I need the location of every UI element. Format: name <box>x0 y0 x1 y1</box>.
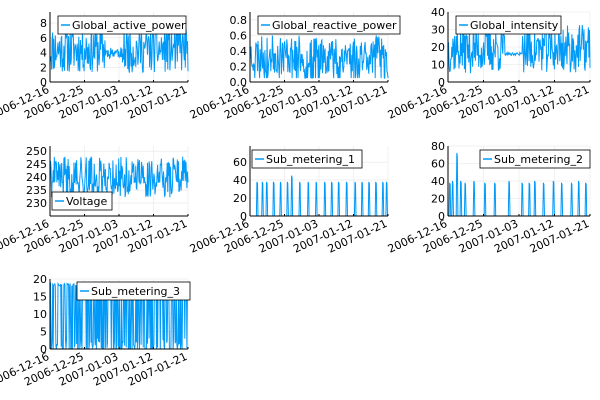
y-tick-label: 40 <box>431 175 445 188</box>
y-tick-label: 60 <box>431 158 445 171</box>
legend: Sub_metering_2 <box>479 149 591 169</box>
y-tick-label: 0 <box>438 76 445 89</box>
legend-box <box>251 149 363 169</box>
legend-label: Global_active_power <box>72 19 186 32</box>
legend: Global_active_power <box>57 15 187 35</box>
subplot-2: 0.00.20.40.60.82006-12-162006-12-252007-… <box>188 12 401 122</box>
series-line <box>249 35 389 79</box>
y-tick-label: 250 <box>26 145 47 158</box>
y-tick-label: 5 <box>40 326 47 339</box>
legend-label: Global_reactive_power <box>272 19 397 32</box>
y-tick-label: 0 <box>240 210 247 223</box>
legend-box <box>51 191 113 211</box>
legend-label: Global_intensity <box>470 19 559 32</box>
y-tick-label: 0.8 <box>230 14 248 27</box>
subplot-4: 2302352402452502006-12-162006-12-252007-… <box>0 145 189 256</box>
subplot-1: 024682006-12-162006-12-252007-01-032007-… <box>0 12 189 122</box>
y-tick-label: 60 <box>233 156 247 169</box>
legend: Voltage <box>51 191 113 211</box>
series-line <box>447 24 591 74</box>
y-tick-label: 0 <box>40 76 47 89</box>
y-tick-label: 40 <box>431 6 445 19</box>
legend-box <box>57 15 187 35</box>
y-tick-label: 30 <box>431 24 445 37</box>
y-tick-label: 0.2 <box>230 60 248 73</box>
y-tick-label: 20 <box>33 273 47 286</box>
y-tick-label: 235 <box>26 184 47 197</box>
legend: Global_intensity <box>455 15 562 35</box>
y-tick-label: 40 <box>233 174 247 187</box>
legend-label: Sub_metering_3 <box>91 285 180 298</box>
y-tick-label: 10 <box>33 308 47 321</box>
y-tick-label: 8 <box>40 17 47 30</box>
y-tick-label: 20 <box>431 41 445 54</box>
legend-box <box>76 281 191 301</box>
y-tick-label: 0.4 <box>230 45 248 58</box>
y-tick-label: 15 <box>33 291 47 304</box>
y-tick-label: 6 <box>40 32 47 45</box>
subplot-7: 051015202006-12-162006-12-252007-01-0320… <box>0 273 191 389</box>
y-tick-label: 20 <box>431 193 445 206</box>
legend-label: Voltage <box>66 195 107 208</box>
legend: Sub_metering_3 <box>76 281 191 301</box>
legend: Global_reactive_power <box>257 15 401 35</box>
y-tick-label: 0.6 <box>230 29 248 42</box>
y-tick-label: 0.0 <box>230 76 248 89</box>
y-tick-label: 230 <box>26 197 47 210</box>
subplot-6: 0204060802006-12-162006-12-252007-01-032… <box>386 140 591 256</box>
y-tick-label: 2 <box>40 61 47 74</box>
y-tick-label: 4 <box>40 47 47 60</box>
subplot-3: 0102030402006-12-162006-12-252007-01-032… <box>386 6 591 122</box>
y-tick-label: 240 <box>26 171 47 184</box>
legend-label: Sub_metering_1 <box>266 153 355 166</box>
legend-box <box>455 15 562 35</box>
legend-box <box>257 15 401 35</box>
series-line <box>49 156 189 199</box>
legend-label: Sub_metering_2 <box>494 153 583 166</box>
y-tick-label: 0 <box>40 343 47 356</box>
y-tick-label: 10 <box>431 59 445 72</box>
y-tick-label: 80 <box>431 140 445 153</box>
y-tick-label: 245 <box>26 158 47 171</box>
legend: Sub_metering_1 <box>251 149 363 169</box>
y-tick-label: 20 <box>233 192 247 205</box>
subplot-5: 02040602006-12-162006-12-252007-01-03200… <box>188 146 389 256</box>
legend-box <box>479 149 591 169</box>
y-tick-label: 0 <box>438 210 445 223</box>
